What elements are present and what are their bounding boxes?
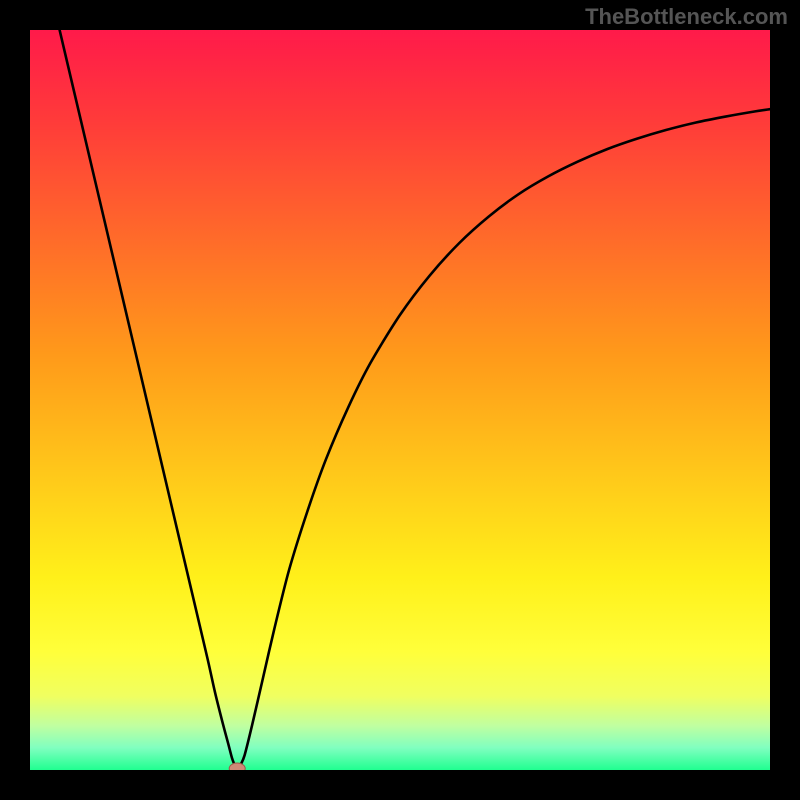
plot-area [30,30,770,770]
watermark-text: TheBottleneck.com [585,4,788,30]
bottleneck-curve [60,30,770,769]
minimum-marker [229,763,245,770]
chart-frame: TheBottleneck.com [0,0,800,800]
curve-layer [30,30,770,770]
